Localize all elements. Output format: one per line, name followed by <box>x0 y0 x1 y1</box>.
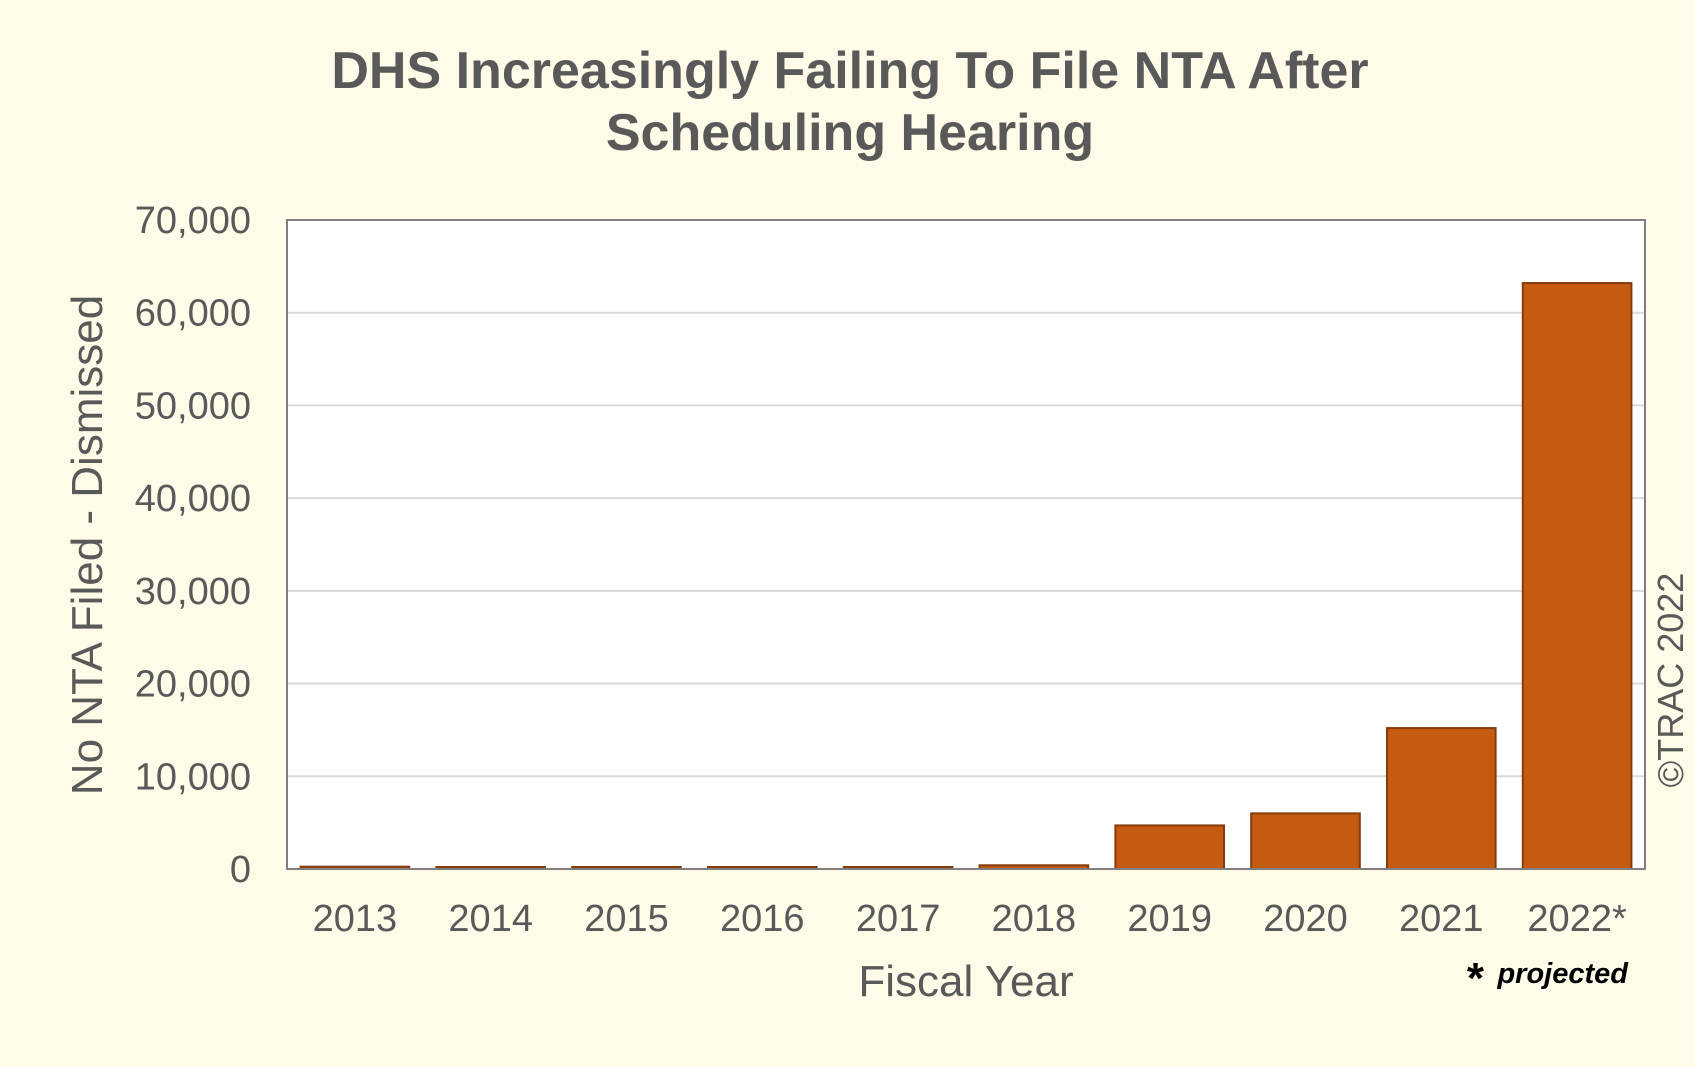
y-axis-label: No NTA Filed - Dismissed <box>63 295 112 795</box>
x-tick-label: 2013 <box>313 898 398 940</box>
y-tick-label: 40,000 <box>135 478 251 520</box>
y-tick-label: 20,000 <box>135 664 251 706</box>
x-tick-label: 2019 <box>1127 898 1212 940</box>
x-tick-label: 2022* <box>1527 898 1627 940</box>
x-axis-label: Fiscal Year <box>858 957 1073 1006</box>
y-axis-ticks: 0 10,000 20,000 30,000 40,000 50,000 60,000 70,… <box>135 200 251 891</box>
y-tick-label: 70,000 <box>135 200 251 242</box>
x-tick-label: 2018 <box>992 898 1077 940</box>
x-tick-label: 2020 <box>1263 898 1348 940</box>
x-tick-label: 2015 <box>584 898 669 940</box>
footnote: * projected <box>1467 954 1629 1003</box>
copyright-label: ©TRAC 2022 <box>1650 573 1691 788</box>
bar-2019 <box>1114 824 1226 870</box>
x-tick-label: 2014 <box>448 898 533 940</box>
chart-title: DHS Increasingly Failing To File NTA Aft… <box>331 42 1368 162</box>
plot-border <box>286 219 1646 870</box>
y-tick-label: 30,000 <box>135 571 251 613</box>
chart-title-line-1: DHS Increasingly Failing To File NTA Aft… <box>331 42 1368 100</box>
bar-2020 <box>1250 812 1361 870</box>
footnote-marker: * <box>1467 954 1485 1003</box>
footnote-text: projected <box>1496 958 1629 990</box>
x-tick-label: 2021 <box>1399 898 1484 940</box>
bar-2022-projected <box>1521 282 1633 870</box>
x-axis-ticks: 2013 2014 2015 2016 2017 2018 2019 2020 2021 2022… <box>313 898 1627 940</box>
y-tick-label: 10,000 <box>135 756 251 798</box>
bar-2021 <box>1385 727 1497 870</box>
x-tick-label: 2017 <box>856 898 941 940</box>
gridlines <box>287 311 1645 778</box>
chart-title-line-2: Scheduling Hearing <box>606 104 1094 162</box>
y-tick-label: 0 <box>230 849 251 891</box>
y-tick-label: 50,000 <box>135 385 251 427</box>
y-tick-label: 60,000 <box>135 293 251 335</box>
x-tick-label: 2016 <box>720 898 805 940</box>
